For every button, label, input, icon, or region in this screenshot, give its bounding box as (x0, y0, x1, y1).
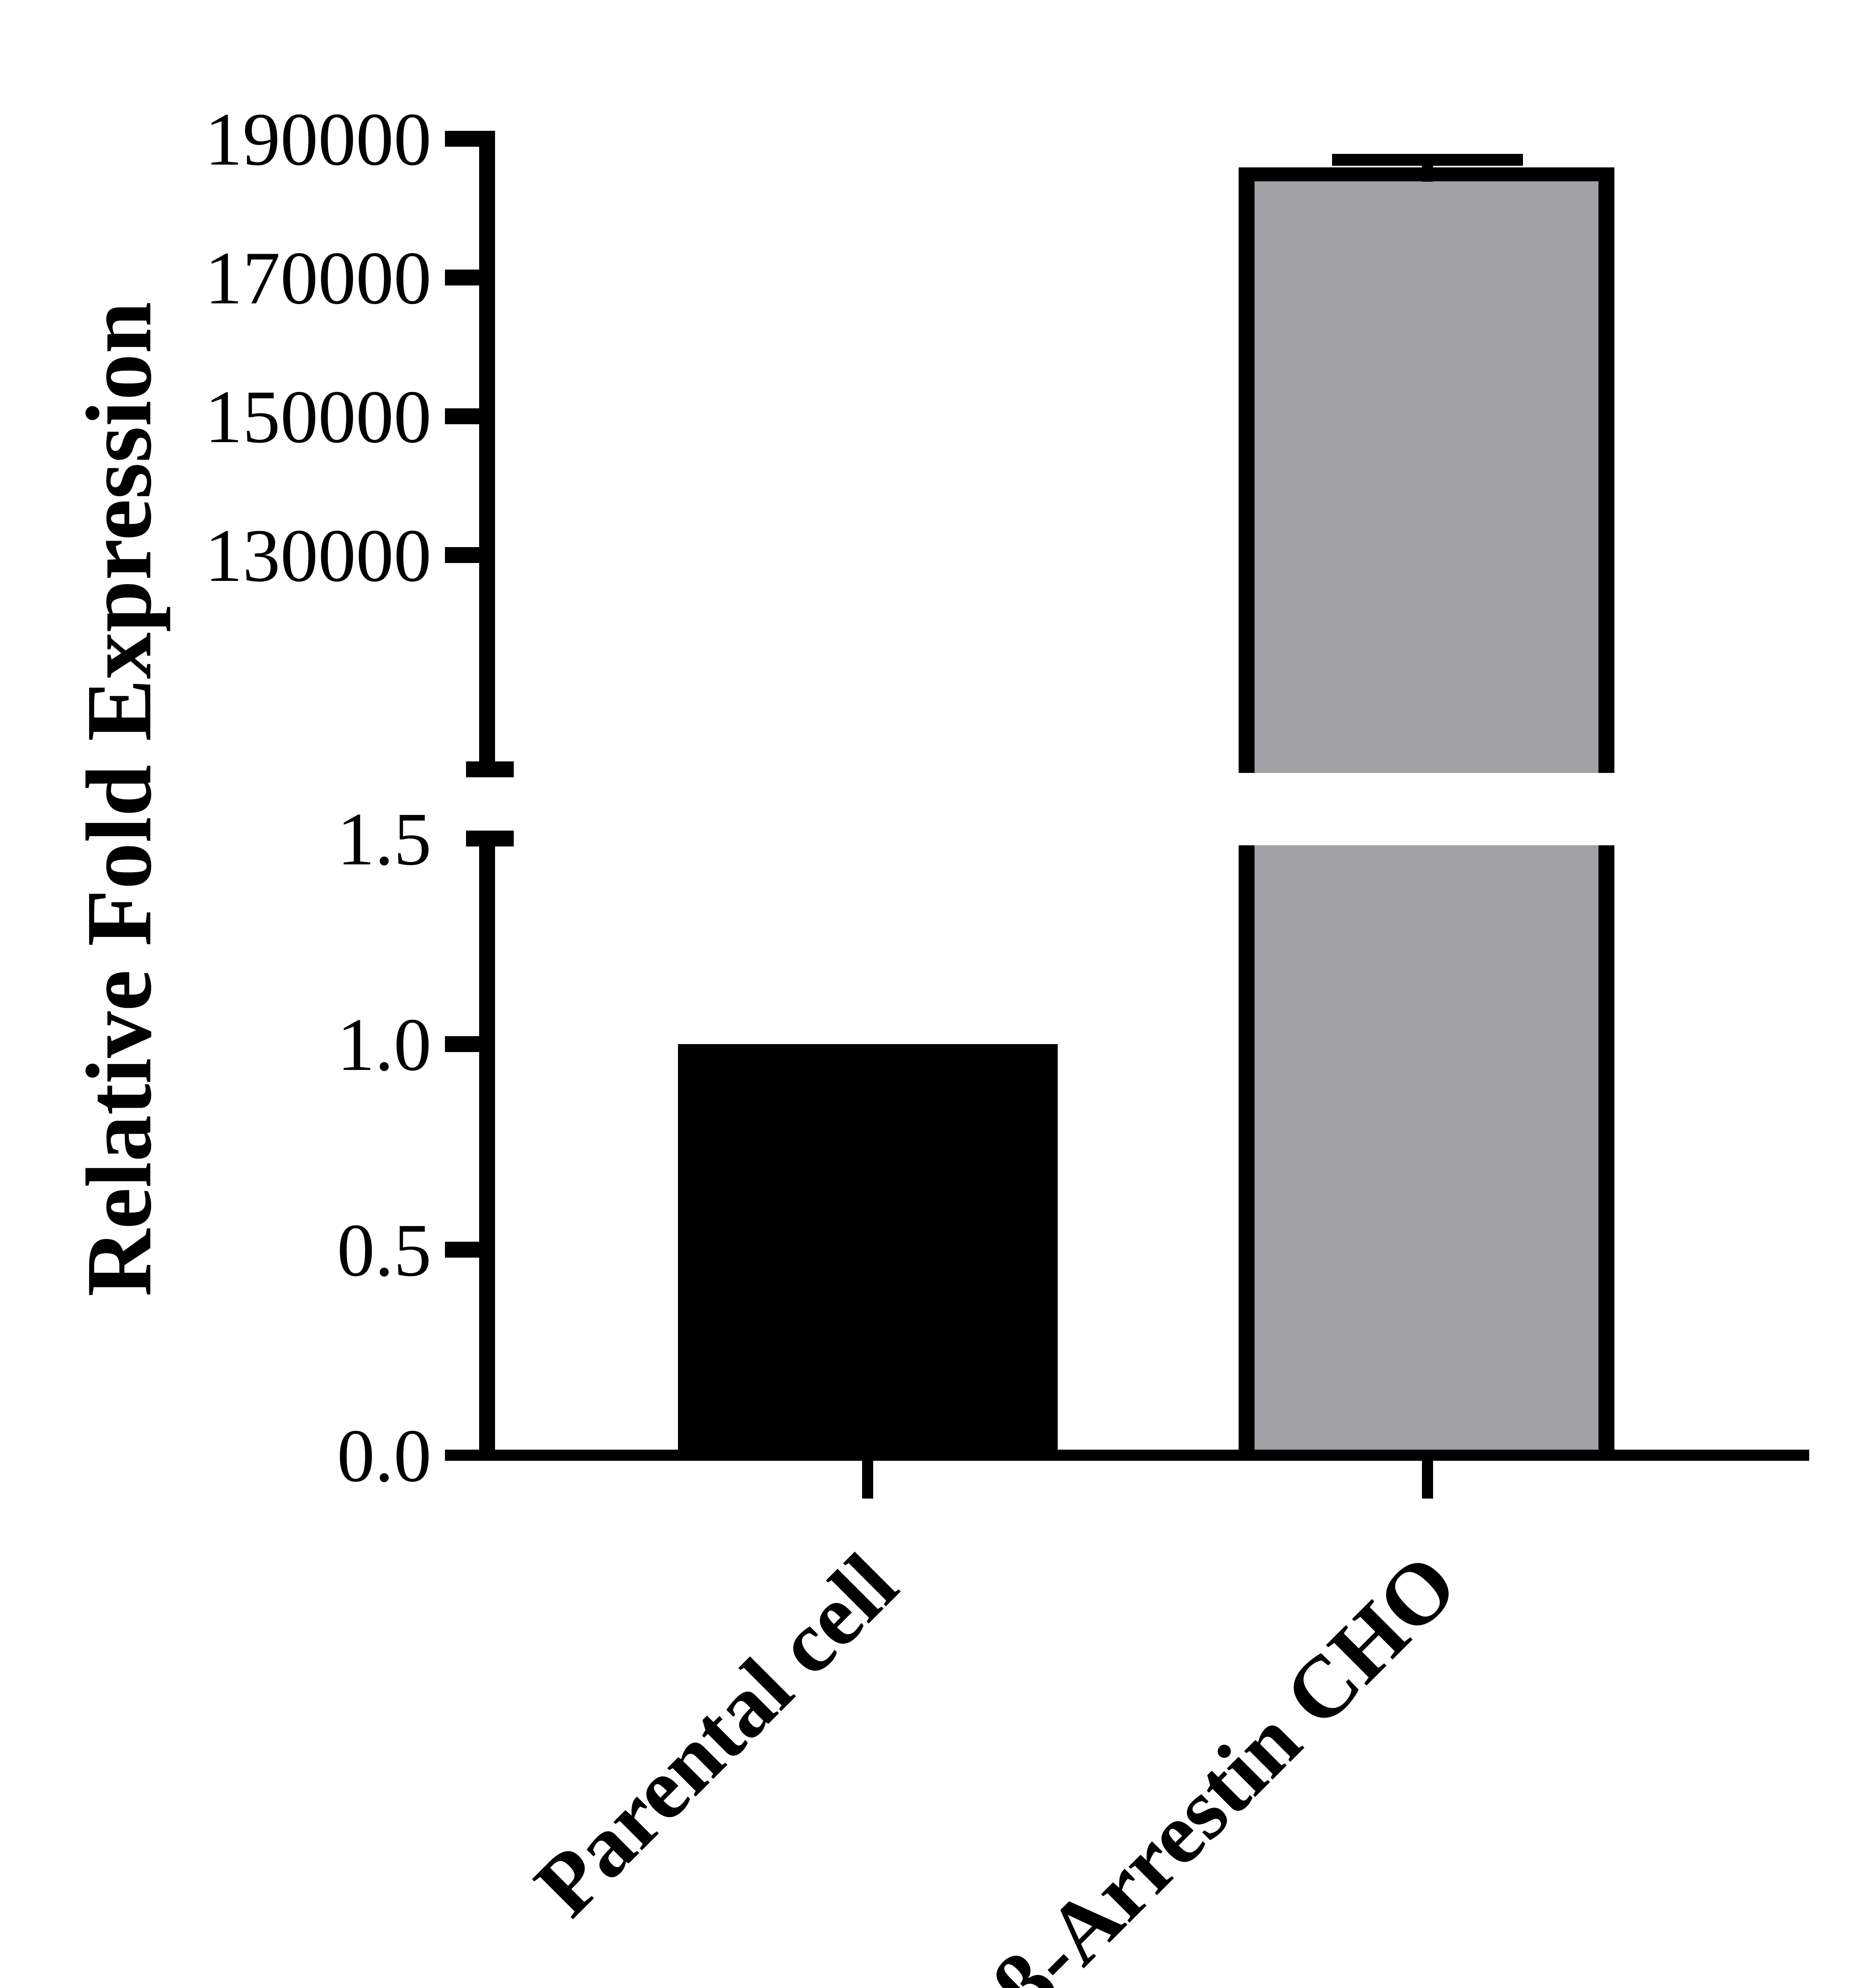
x-label-parental-cell: Parental cell (517, 1535, 915, 1934)
x-tick-nk3r (1422, 1461, 1433, 1499)
y-axis-line-lower (479, 831, 495, 1461)
y-tick-label-1-0: 1.0 (337, 1003, 432, 1087)
axis-break-cap-lower (466, 831, 514, 846)
y-tick-0-5 (445, 1242, 483, 1258)
x-tick-parental (862, 1461, 873, 1499)
y-tick-150000 (445, 408, 483, 424)
error-bar-cap (1332, 154, 1523, 166)
y-tick-1-0 (445, 1036, 483, 1052)
bar-parental-cell (678, 1044, 1058, 1450)
y-axis-title: Relative Fold Expression (67, 302, 171, 1297)
x-axis-line (445, 1450, 1809, 1461)
y-tick-label-130000: 130000 (205, 514, 431, 598)
bar-nk3r-upper-fill (1255, 181, 1598, 773)
axis-break-cap-upper (466, 761, 514, 777)
y-tick-label-0-5: 0.5 (337, 1209, 432, 1292)
y-axis-line-upper (479, 131, 495, 777)
y-tick-130000 (445, 547, 483, 563)
y-tick-label-170000: 170000 (205, 237, 431, 320)
y-tick-label-0-0: 0.0 (337, 1414, 432, 1498)
y-tick-label-190000: 190000 (205, 98, 431, 181)
bar-nk3r-lower-fill (1255, 845, 1598, 1450)
y-tick-label-1-5: 1.5 (337, 798, 432, 881)
y-tick-170000 (445, 270, 483, 285)
y-tick-190000 (445, 131, 483, 147)
y-tick-label-150000: 150000 (205, 375, 431, 459)
